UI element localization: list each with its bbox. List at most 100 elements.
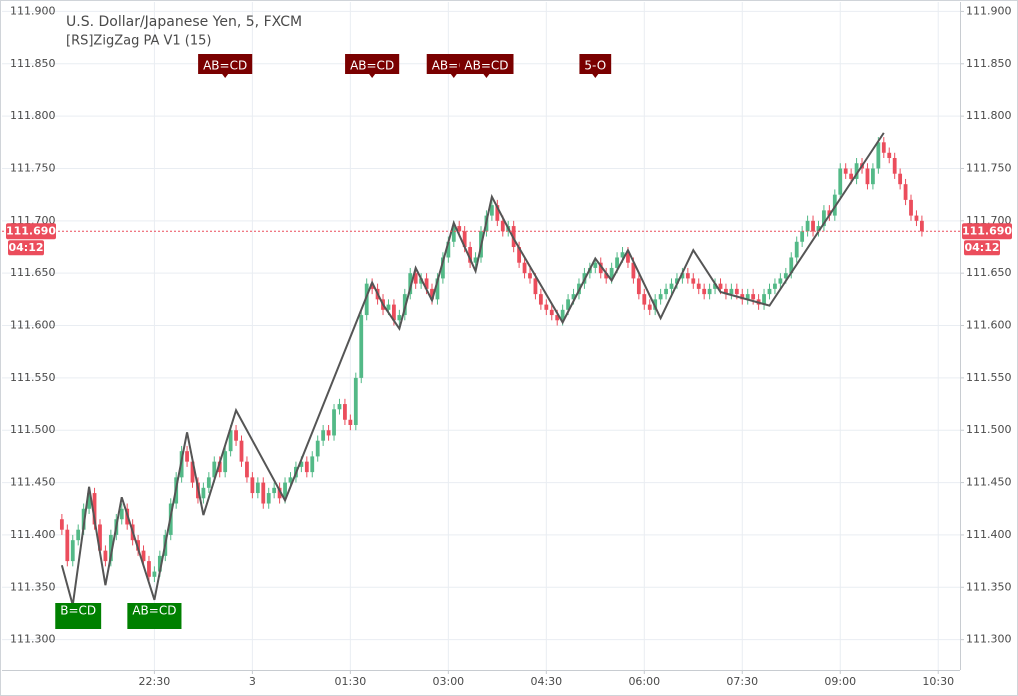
candle-body bbox=[310, 456, 315, 473]
timer-badge-right bbox=[964, 240, 1000, 256]
candle-body bbox=[65, 529, 70, 562]
candle-body bbox=[522, 262, 527, 274]
candle-body bbox=[794, 241, 799, 258]
annotation-pointer bbox=[369, 74, 376, 78]
x-tick-label: 01:30 bbox=[335, 675, 367, 688]
candle-body bbox=[783, 273, 788, 279]
candle-body bbox=[223, 451, 228, 473]
candle-body bbox=[299, 461, 304, 467]
candle-body bbox=[424, 278, 429, 289]
candle-body bbox=[141, 550, 146, 562]
timer-label-left: 04:12 bbox=[8, 241, 43, 254]
candle-body bbox=[631, 262, 636, 279]
candle-body bbox=[147, 561, 151, 577]
y-tick-label: 111.750 bbox=[966, 161, 1012, 174]
candle-body bbox=[489, 205, 494, 216]
candle-body bbox=[843, 168, 848, 174]
y-tick-label: 111.600 bbox=[966, 319, 1012, 332]
annotation-label: B=CD bbox=[60, 604, 96, 618]
candle-body bbox=[59, 519, 64, 530]
y-tick-label: 111.550 bbox=[966, 371, 1012, 384]
price-badge-left bbox=[6, 223, 56, 240]
candle-body bbox=[800, 231, 805, 242]
candle-body bbox=[321, 430, 326, 441]
candle-body bbox=[217, 461, 222, 473]
candle-body bbox=[185, 451, 189, 462]
marks bbox=[2, 132, 960, 606]
candle-body bbox=[544, 304, 549, 310]
y-tick-label-left: 111.650 bbox=[10, 266, 56, 279]
annotation-label: AB=CD bbox=[132, 604, 176, 618]
candle-body bbox=[636, 278, 641, 295]
candle-body bbox=[713, 283, 717, 289]
y-tick-label-left: 111.500 bbox=[10, 423, 56, 436]
candle-body bbox=[152, 571, 157, 577]
candle-body bbox=[680, 273, 685, 279]
candle-body bbox=[98, 524, 102, 551]
candle-body bbox=[457, 226, 462, 232]
candle-body bbox=[337, 404, 342, 410]
candle-body bbox=[773, 283, 777, 289]
candle-body bbox=[604, 273, 609, 279]
annotation-label: AB=CD bbox=[464, 59, 508, 73]
y-tick-label: 111.900 bbox=[966, 4, 1012, 17]
candle-body bbox=[250, 477, 255, 494]
candle-body bbox=[435, 278, 440, 300]
candle-body bbox=[239, 440, 244, 462]
annotation-label: AB=CD bbox=[350, 59, 394, 73]
candle-body bbox=[734, 288, 739, 295]
candle-body bbox=[898, 173, 903, 185]
candle-body bbox=[419, 278, 424, 284]
x-tick-label: 3 bbox=[249, 675, 256, 688]
candle-body bbox=[245, 461, 249, 478]
candle-body bbox=[778, 278, 783, 284]
candle-body bbox=[462, 231, 467, 248]
candle-body bbox=[566, 299, 570, 310]
annotation-pointer bbox=[222, 74, 229, 78]
candle-body bbox=[108, 534, 113, 562]
candle-body bbox=[685, 273, 690, 279]
candle-body bbox=[642, 294, 647, 305]
candle-body bbox=[119, 508, 124, 520]
candle-body bbox=[854, 163, 859, 179]
candle-body bbox=[332, 409, 336, 436]
candle-body bbox=[76, 529, 81, 541]
candle-body bbox=[762, 294, 766, 305]
candle-body bbox=[70, 540, 75, 562]
candle-body bbox=[919, 220, 924, 232]
candle-body bbox=[609, 267, 614, 279]
annotation-box bbox=[55, 603, 102, 629]
y-tick-label: 111.500 bbox=[966, 423, 1012, 436]
annotation-label: 5-O bbox=[584, 59, 606, 73]
candle-body bbox=[675, 278, 679, 284]
candle-body bbox=[876, 142, 881, 169]
candle-body bbox=[620, 252, 625, 258]
x-tick-label: 06:00 bbox=[628, 675, 660, 688]
candle-body bbox=[446, 241, 451, 258]
y-tick-label-left: 111.800 bbox=[10, 109, 56, 122]
overlay: 111.300 111.300 111.350 111.350 111.400 111.4… bbox=[6, 4, 1012, 688]
annotation-label: AB=CD bbox=[203, 59, 247, 73]
candle-body bbox=[408, 273, 413, 295]
y-tick-label: 111.800 bbox=[966, 109, 1012, 122]
candle-body bbox=[626, 252, 630, 263]
zigzag-line bbox=[60, 132, 885, 606]
candle-body bbox=[816, 226, 821, 232]
y-tick-label-left: 111.550 bbox=[10, 371, 56, 384]
candle-body bbox=[451, 226, 456, 242]
price-label-right: 111.690 bbox=[962, 224, 1012, 237]
candle-body bbox=[326, 430, 331, 436]
y-tick-label-left: 111.750 bbox=[10, 161, 56, 174]
candle-body bbox=[827, 210, 832, 216]
candle-body bbox=[201, 487, 206, 499]
candle-body bbox=[538, 294, 543, 305]
candle-body bbox=[555, 315, 560, 321]
y-tick-label-left: 111.850 bbox=[10, 57, 56, 70]
candle-body bbox=[364, 283, 369, 316]
candle-body bbox=[702, 288, 707, 295]
candle-body bbox=[228, 430, 233, 452]
candle-body bbox=[348, 419, 353, 425]
annotation-pointer bbox=[592, 74, 599, 78]
